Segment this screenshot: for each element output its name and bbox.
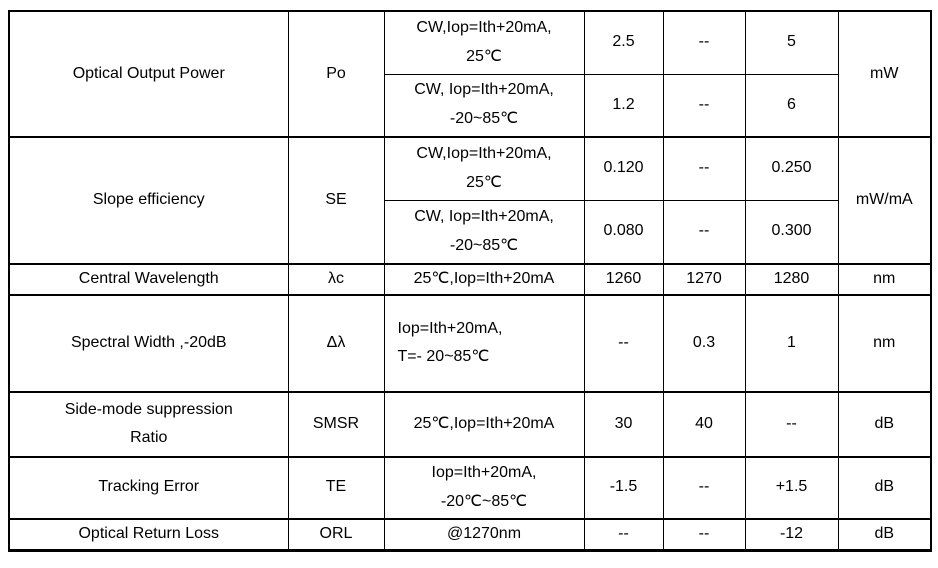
table-row: Optical Return Loss ORL @1270nm -- -- -1… [8,517,932,551]
conditions-cell: Iop=Ith+20mA, T=- 20~85℃ [383,293,585,393]
symbol-cell: TE [287,455,385,520]
min-cell: 0.120 [583,136,664,201]
typ-cell: -- [662,10,746,75]
symbol-cell: SMSR [287,390,385,458]
table-row: Side-mode suppression Ratio SMSR 25℃,Iop… [8,390,932,458]
unit-cell: dB [837,390,932,458]
typ-cell: 40 [662,390,746,458]
unit-cell: dB [837,455,932,520]
unit-cell: dB [837,517,932,551]
typ-cell: -- [662,455,746,520]
conditions-cell: 25℃,Iop=Ith+20mA [383,390,585,458]
parameter-cell: Side-mode suppression Ratio [8,390,289,458]
max-cell: -12 [744,517,839,551]
typ-cell: -- [662,199,746,265]
conditions-cell: CW, Iop=Ith+20mA, -20~85℃ [383,199,585,265]
max-cell: 1280 [744,263,839,296]
table-row: Optical Output Power Po CW,Iop=Ith+20mA,… [8,10,932,138]
min-cell: 1.2 [583,73,664,138]
parameter-cell: Central Wavelength [8,263,289,296]
symbol-cell: λc [287,263,385,296]
min-cell: 1260 [583,263,664,296]
conditions-cell: CW,Iop=Ith+20mA, 25℃ [383,10,585,75]
parameter-cell: Spectral Width ,-20dB [8,293,289,393]
min-cell: -- [583,517,664,551]
table-row: Slope efficiency SE CW,Iop=Ith+20mA, 25℃… [8,136,932,265]
max-cell: -- [744,390,839,458]
symbol-cell: ORL [287,517,385,551]
typ-cell: -- [662,517,746,551]
symbol-cell: SE [287,136,385,265]
parameter-cell: Optical Return Loss [8,517,289,551]
min-cell: -- [583,293,664,393]
symbol-cell: Po [287,10,385,138]
typ-cell: -- [662,73,746,138]
unit-cell: mW [837,10,932,138]
typ-cell: 0.3 [662,293,746,393]
unit-cell: mW/mA [837,136,932,265]
symbol-cell: Δλ [287,293,385,393]
max-cell: 0.250 [744,136,839,201]
conditions-cell: CW,Iop=Ith+20mA, 25℃ [383,136,585,201]
parameter-cell: Slope efficiency [8,136,289,265]
unit-cell: nm [837,263,932,296]
table-row: Central Wavelength λc 25℃,Iop=Ith+20mA 1… [8,263,932,296]
max-cell: 5 [744,10,839,75]
parameter-cell: Tracking Error [8,455,289,520]
conditions-cell: Iop=Ith+20mA, -20℃~85℃ [383,455,585,520]
max-cell: 1 [744,293,839,393]
typ-cell: -- [662,136,746,201]
table-row: CW, Iop=Ith+20mA, -20~85℃ 1.2 -- 6 [9,73,931,138]
table-row: CW, Iop=Ith+20mA, -20~85℃ 0.080 -- 0.300 [9,199,931,265]
table-row: Spectral Width ,-20dB Δλ Iop=Ith+20mA, T… [8,293,932,393]
table-row: Tracking Error TE Iop=Ith+20mA, -20℃~85℃… [8,455,932,520]
spec-table: Optical Output Power Po CW,Iop=Ith+20mA,… [8,10,932,552]
typ-cell: 1270 [662,263,746,296]
conditions-cell: CW, Iop=Ith+20mA, -20~85℃ [383,73,585,138]
min-cell: -1.5 [583,455,664,520]
conditions-cell: @1270nm [383,517,585,551]
parameter-cell: Optical Output Power [8,10,289,138]
document-page: Optical Output Power Po CW,Iop=Ith+20mA,… [0,10,938,568]
max-cell: 0.300 [744,199,839,265]
min-cell: 0.080 [583,199,664,265]
unit-cell: nm [837,293,932,393]
conditions-cell: 25℃,Iop=Ith+20mA [383,263,585,296]
min-cell: 30 [583,390,664,458]
max-cell: 6 [744,73,839,138]
min-cell: 2.5 [583,10,664,75]
max-cell: +1.5 [744,455,839,520]
